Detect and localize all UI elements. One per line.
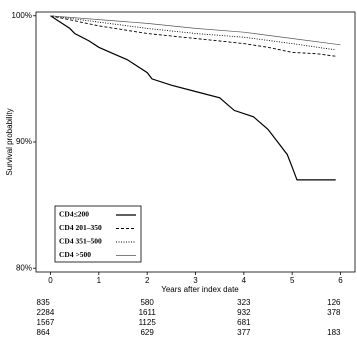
risk-count: 1567: [37, 318, 55, 327]
risk-count: 378: [327, 308, 341, 317]
risk-count: 1125: [139, 318, 157, 327]
x-axis-label: Years after index date: [161, 285, 239, 294]
risk-count: 932: [237, 308, 251, 317]
x-tick-label: 5: [290, 276, 295, 285]
survival-curve: [50, 15, 336, 57]
legend-label: CD4 351–500: [59, 237, 102, 246]
legend-label: CD4≤200: [59, 210, 89, 219]
legend-label: CD4 >500: [59, 250, 91, 259]
x-tick-label: 1: [97, 276, 102, 285]
risk-count: 1611: [139, 308, 157, 317]
survival-curve: [50, 15, 341, 46]
risk-count: 377: [237, 328, 251, 337]
risk-count: 681: [237, 318, 251, 327]
survival-curve: [50, 15, 336, 181]
risk-count: 183: [327, 328, 341, 337]
y-axis-label: Survival probability: [5, 108, 14, 175]
risk-count: 2284: [37, 308, 55, 317]
x-tick-label: 4: [242, 276, 247, 285]
risk-count: 835: [37, 298, 51, 307]
risk-count: 323: [237, 298, 251, 307]
y-tick-label: 80%: [16, 263, 32, 272]
y-tick-label: 100%: [12, 11, 32, 20]
risk-count: 126: [327, 298, 341, 307]
x-tick-label: 0: [48, 276, 53, 285]
risk-count: 629: [140, 328, 154, 337]
survival-curve: [50, 15, 336, 51]
x-tick-label: 6: [338, 276, 343, 285]
x-tick-label: 2: [145, 276, 150, 285]
y-tick-label: 90%: [16, 137, 32, 146]
legend-label: CD4 201–350: [59, 223, 102, 232]
risk-count: 864: [37, 328, 51, 337]
x-tick-label: 3: [193, 276, 198, 285]
risk-count: 580: [140, 298, 154, 307]
